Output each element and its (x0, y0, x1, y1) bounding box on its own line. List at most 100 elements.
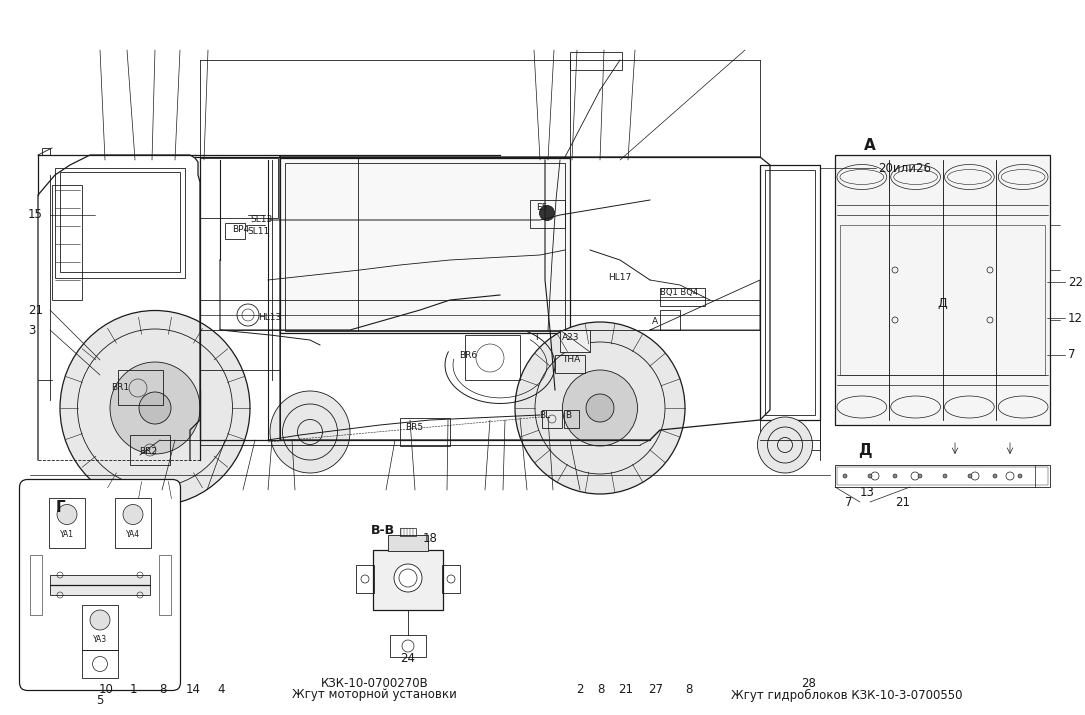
Ellipse shape (539, 205, 554, 220)
Text: YA1: YA1 (60, 530, 74, 539)
Text: 5: 5 (97, 694, 104, 706)
Bar (50, 575, 150, 595)
Bar (356, 565, 374, 593)
Bar (765, 170, 815, 415)
Bar (465, 335, 520, 380)
Bar (285, 163, 565, 331)
Bar (564, 410, 579, 428)
Text: BQ1 BQ4: BQ1 BQ4 (660, 287, 698, 297)
Ellipse shape (843, 474, 847, 478)
Ellipse shape (394, 564, 422, 592)
Bar (82, 605, 118, 650)
Text: КЗК-10-0700270В: КЗК-10-0700270В (320, 677, 429, 690)
Text: Д: Д (858, 443, 871, 458)
Bar (115, 498, 151, 548)
FancyBboxPatch shape (20, 480, 180, 691)
Bar (660, 310, 680, 330)
Text: 21: 21 (618, 684, 634, 696)
Text: 8: 8 (598, 684, 604, 696)
Bar (55, 168, 186, 278)
Text: 18: 18 (422, 531, 437, 545)
Bar (442, 565, 460, 593)
Ellipse shape (123, 505, 143, 525)
Text: 15: 15 (28, 209, 43, 222)
Ellipse shape (90, 610, 110, 630)
Ellipse shape (918, 474, 922, 478)
Text: 12: 12 (1068, 312, 1083, 325)
Ellipse shape (586, 394, 614, 422)
Text: Д: Д (937, 297, 947, 310)
Text: Г: Г (55, 500, 65, 515)
Text: YA4: YA4 (126, 530, 140, 539)
Text: E5: E5 (536, 204, 548, 212)
Text: 1: 1 (130, 684, 137, 696)
Bar (400, 418, 450, 446)
Text: 4: 4 (218, 684, 225, 696)
Text: 3: 3 (28, 323, 36, 337)
Text: BR2: BR2 (139, 448, 157, 456)
Ellipse shape (1018, 474, 1022, 478)
Text: Жгут гидроблоков КЗК-10-3-0700550: Жгут гидроблоков КЗК-10-3-0700550 (730, 689, 962, 701)
Bar (390, 635, 426, 657)
Bar (225, 223, 245, 239)
Text: В-В: В-В (371, 523, 395, 536)
Ellipse shape (943, 474, 947, 478)
Text: 27: 27 (648, 684, 663, 696)
Bar (49, 498, 85, 548)
Ellipse shape (562, 370, 638, 446)
Bar (560, 330, 590, 352)
Bar (42, 148, 50, 155)
Text: 21: 21 (28, 303, 43, 317)
Bar (373, 550, 443, 610)
Bar (52, 185, 82, 300)
Text: 7: 7 (1068, 348, 1075, 362)
Bar (556, 355, 585, 373)
Text: THA: THA (562, 355, 580, 365)
Text: 14: 14 (186, 684, 201, 696)
Bar (760, 165, 820, 420)
Ellipse shape (993, 474, 997, 478)
Text: 21: 21 (895, 495, 910, 508)
Bar (118, 370, 163, 405)
Text: YA3: YA3 (93, 636, 107, 644)
Text: B: B (565, 410, 571, 420)
Text: BR1: BR1 (111, 383, 129, 393)
Bar (840, 225, 1045, 375)
Bar (400, 528, 416, 536)
Text: BP4: BP4 (232, 225, 250, 235)
Ellipse shape (968, 474, 972, 478)
Text: 8: 8 (159, 684, 166, 696)
Bar (542, 410, 562, 428)
Ellipse shape (139, 392, 171, 424)
Text: 20или26: 20или26 (878, 162, 931, 174)
Bar (529, 200, 565, 228)
Bar (835, 465, 1050, 487)
Text: Жгут моторной установки: Жгут моторной установки (292, 689, 457, 701)
Text: HL13: HL13 (258, 313, 281, 322)
Text: A: A (652, 317, 659, 327)
Text: 8: 8 (686, 684, 692, 696)
Text: SL11: SL11 (247, 227, 269, 237)
Bar (280, 158, 570, 333)
Bar (837, 467, 1048, 485)
Bar (60, 172, 180, 272)
Text: 22: 22 (1068, 275, 1083, 288)
Ellipse shape (757, 417, 813, 473)
Text: A23: A23 (562, 333, 579, 342)
Bar (835, 155, 1050, 425)
Bar (82, 650, 118, 678)
Bar (29, 555, 41, 615)
Bar (660, 288, 705, 306)
Bar (760, 420, 820, 450)
Text: 24: 24 (400, 651, 416, 664)
Ellipse shape (58, 505, 77, 525)
Bar (388, 535, 427, 551)
Text: А: А (864, 137, 876, 152)
Ellipse shape (868, 474, 872, 478)
Text: 28: 28 (801, 677, 816, 690)
Bar (200, 158, 278, 218)
Ellipse shape (515, 322, 685, 494)
Text: SL13: SL13 (250, 215, 272, 225)
Text: BL: BL (539, 410, 550, 420)
Text: HL17: HL17 (608, 274, 631, 282)
